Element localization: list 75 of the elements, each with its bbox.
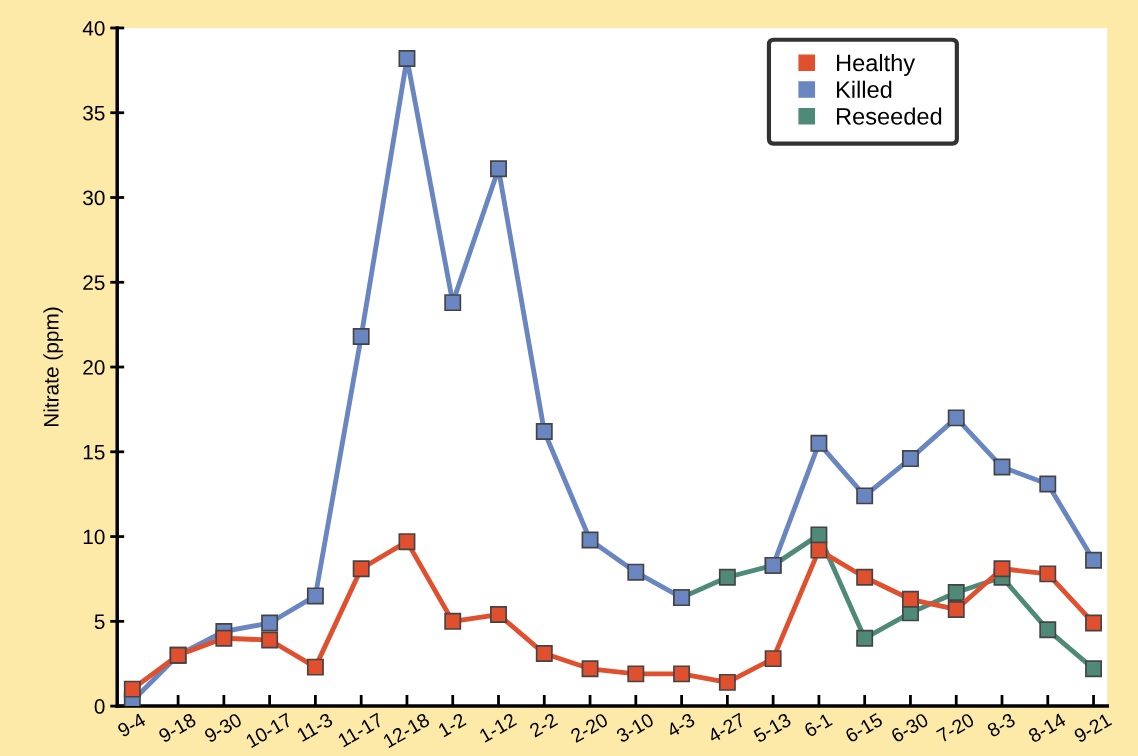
point — [856, 629, 874, 647]
x-tick-label: 3-10 — [615, 712, 655, 744]
point — [718, 673, 736, 691]
point — [856, 487, 874, 505]
point — [535, 422, 553, 440]
point — [352, 328, 370, 345]
point — [810, 541, 828, 559]
point — [993, 458, 1011, 476]
x-tick-label: 2-2 — [528, 712, 559, 738]
point — [444, 612, 462, 630]
point — [901, 450, 919, 468]
point — [1085, 551, 1103, 569]
legend-label: Healthy — [836, 53, 916, 76]
point — [1039, 475, 1057, 493]
point — [535, 645, 553, 663]
x-tick-label: 1-2 — [437, 712, 467, 738]
point — [901, 590, 919, 608]
point — [306, 587, 324, 605]
point — [123, 680, 141, 698]
point — [215, 629, 233, 647]
x-tick-label: 8-3 — [986, 712, 1017, 738]
y-tick-label: 40 — [82, 20, 105, 36]
x-tick-label: 5-13 — [752, 712, 792, 744]
x-tick-label: 7-20 — [935, 712, 976, 743]
y-tick-label: 20 — [83, 360, 105, 375]
x-tick-label: 11-3 — [296, 712, 334, 743]
x-tick-label: 9-21 — [1073, 712, 1113, 744]
y-tick-label: 10 — [83, 529, 105, 545]
point — [490, 606, 507, 624]
x-tick-label: 6-1 — [803, 712, 833, 738]
point — [1039, 565, 1057, 583]
x-tick-label: 6-30 — [890, 712, 930, 743]
point — [764, 650, 782, 668]
point — [627, 665, 645, 683]
x-tick-label: 9-4 — [116, 712, 147, 738]
point — [490, 160, 507, 178]
point — [718, 568, 736, 586]
legend-label: Reseeded — [836, 107, 942, 125]
point — [398, 50, 416, 67]
point — [352, 560, 370, 578]
x-tick-label: 4-27 — [706, 712, 746, 744]
x-tick-label: 9-30 — [203, 712, 243, 744]
y-tick-label: 25 — [83, 275, 105, 291]
y-axis-title: Nitrate (ppm) — [43, 307, 63, 427]
point — [947, 600, 965, 618]
point — [627, 563, 645, 581]
y-tick-label: 15 — [83, 445, 105, 460]
point — [581, 531, 599, 549]
point — [947, 584, 965, 601]
point — [993, 560, 1011, 578]
y-tick-label: 5 — [94, 614, 105, 630]
x-tick-label: 4-3 — [665, 712, 696, 738]
y-tick-label: 30 — [83, 190, 105, 206]
x-tick-label: 1-12 — [478, 712, 518, 743]
point — [261, 614, 279, 632]
point — [673, 665, 691, 683]
point — [306, 658, 324, 676]
x-tick-label: 8-14 — [1027, 712, 1067, 744]
x-tick-label: 6-15 — [844, 712, 884, 743]
x-tick-label: 2-20 — [569, 712, 609, 743]
x-tick-label: 9-18 — [157, 712, 197, 744]
point — [261, 631, 279, 649]
point — [581, 660, 599, 678]
point — [444, 294, 462, 312]
y-tick-label: 0 — [94, 699, 105, 714]
legend-label: Killed — [836, 80, 892, 99]
point — [856, 568, 874, 586]
point — [1039, 621, 1057, 639]
point — [947, 409, 965, 427]
y-tick-label: 35 — [83, 105, 105, 121]
point — [398, 533, 416, 551]
point — [810, 434, 828, 452]
point — [1085, 614, 1103, 632]
point — [810, 526, 828, 544]
point — [1085, 660, 1103, 678]
